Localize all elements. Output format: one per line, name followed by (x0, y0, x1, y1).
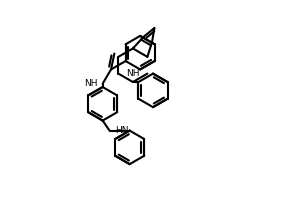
Text: HN: HN (116, 126, 129, 135)
Text: NH: NH (84, 79, 98, 88)
Text: NH: NH (126, 69, 140, 78)
